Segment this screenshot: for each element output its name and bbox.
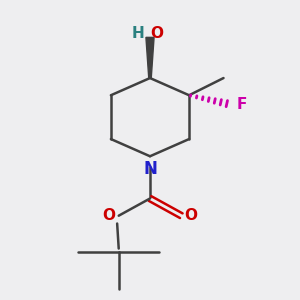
Text: O: O <box>102 208 115 223</box>
Text: N: N <box>143 160 157 178</box>
Text: F: F <box>236 97 247 112</box>
Text: O: O <box>184 208 197 223</box>
Polygon shape <box>146 38 154 78</box>
Text: H: H <box>132 26 145 41</box>
Text: O: O <box>150 26 163 41</box>
